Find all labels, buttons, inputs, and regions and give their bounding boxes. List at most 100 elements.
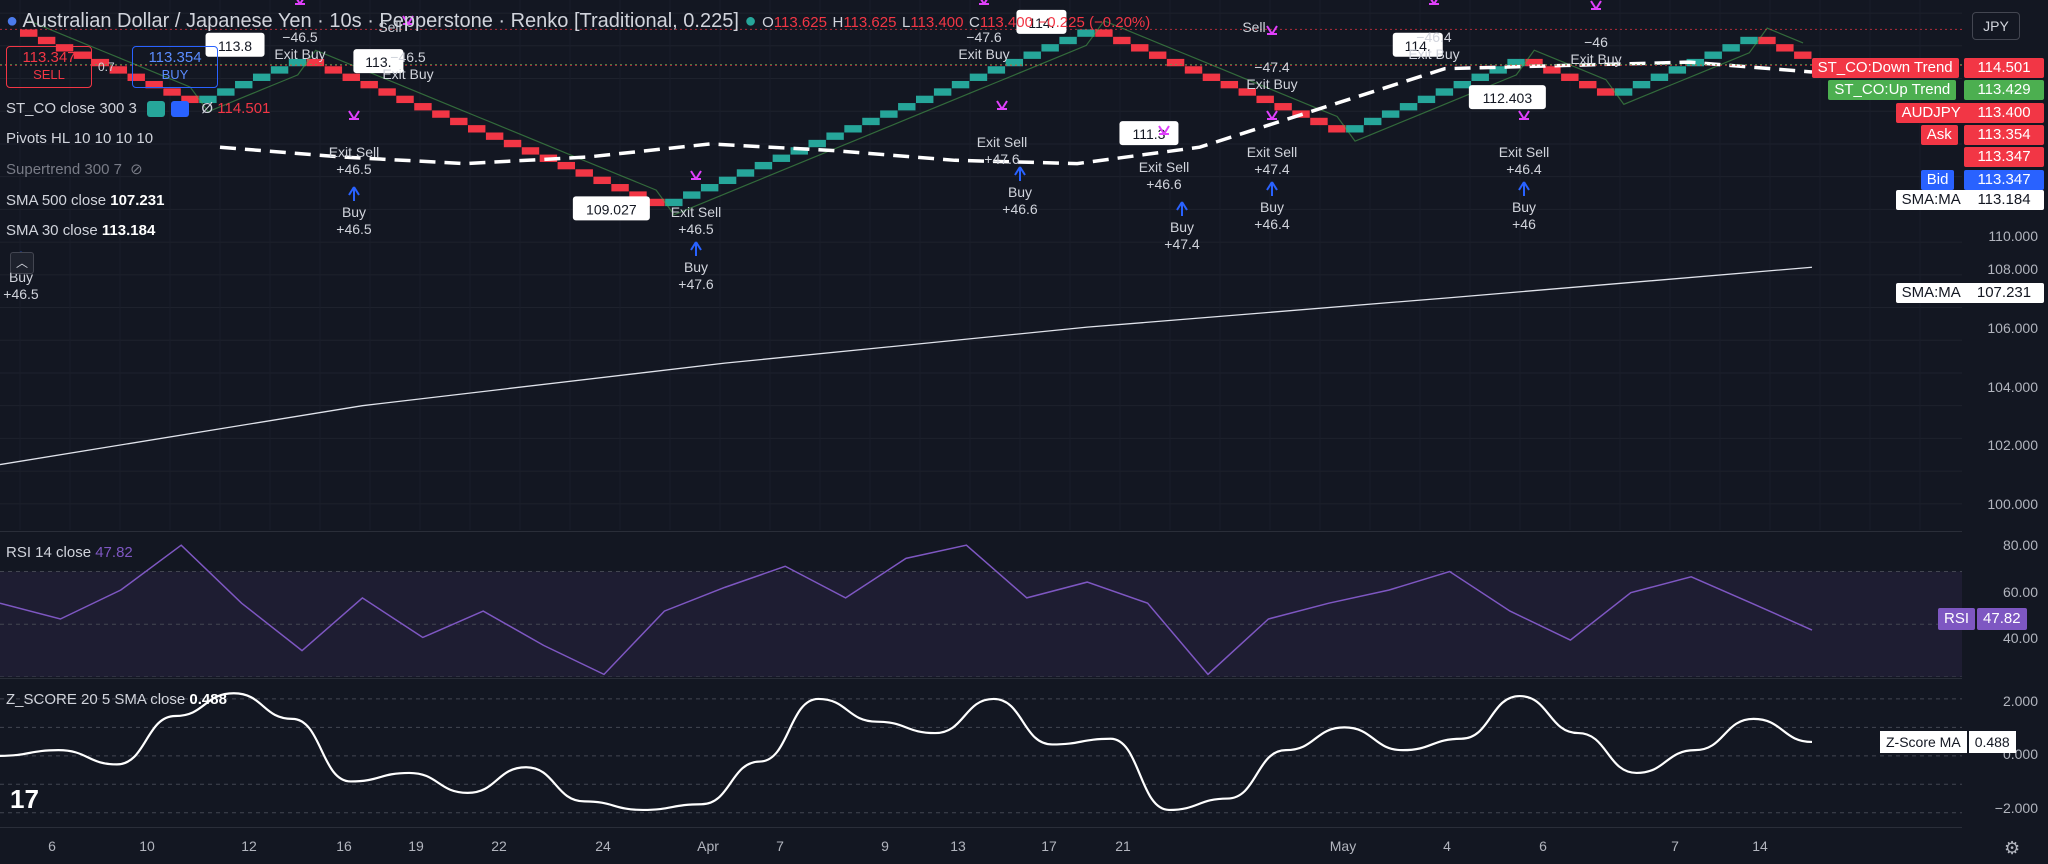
x-tick: 16 [336, 838, 352, 854]
y-tick: 60.00 [2002, 584, 2038, 600]
zscore-price-tag: Z-Score MA 0.488 [1880, 731, 2016, 753]
renko-brick [324, 66, 343, 74]
hidden-eye-icon[interactable]: ⊘ [130, 161, 143, 178]
pivot-label-box [205, 32, 265, 57]
ohlc-low-label: L [901, 14, 911, 31]
price-tag-name: SMA:MA [1895, 283, 1967, 303]
signal-label: +47.4 [1164, 236, 1200, 252]
collapse-legend-button[interactable]: ︿ [10, 252, 34, 274]
signal-label: Exit Sell [1499, 144, 1550, 160]
renko-brick [1328, 125, 1346, 133]
rsi-pane[interactable] [0, 532, 1962, 677]
renko-brick [235, 80, 253, 89]
legend-sma500-title: SMA 500 close [6, 192, 107, 209]
legend-rsi-title: RSI 14 close [6, 544, 92, 561]
legend-supertrend[interactable]: Supertrend 300 7 ⊘ [6, 160, 143, 178]
gear-icon[interactable]: ⚙ [2004, 838, 2021, 858]
y-tick: 108.000 [1987, 261, 2038, 277]
signal-label: +46.5 [336, 221, 372, 237]
renko-brick [790, 147, 808, 155]
x-tick: 14 [1752, 838, 1768, 854]
signal-label: Exit Sell [1247, 144, 1298, 160]
renko-brick [1399, 103, 1418, 111]
renko-brick [1489, 66, 1507, 74]
renko-brick [880, 110, 898, 118]
renko-brick [844, 125, 862, 133]
pane-separator[interactable] [0, 531, 2048, 532]
price-tag-name: Ask [1920, 125, 1958, 145]
ohlc-close-label: C [969, 14, 980, 31]
legend-zscore[interactable]: Z_SCORE 20 5 SMA close 0.488 [6, 691, 227, 708]
renko-brick [485, 132, 504, 140]
renko-brick [1184, 66, 1203, 74]
renko-brick [181, 95, 199, 104]
tradingview-logo[interactable]: 17 [10, 784, 39, 814]
signal-label: Buy [1008, 184, 1032, 200]
renko-brick [450, 117, 468, 126]
pivot-label-box [1016, 9, 1067, 34]
renko-brick [503, 139, 522, 148]
signal-label: Buy [1170, 219, 1194, 235]
legend-st-co[interactable]: ST_CO close 300 3 Ø 114.501 [6, 100, 271, 118]
signal-label: +46.6 [1002, 201, 1038, 217]
signal-label: +46 [1512, 216, 1536, 232]
renko-brick [1776, 44, 1794, 52]
sell-button[interactable]: 113.347 SELL [6, 46, 92, 88]
legend-rsi[interactable]: RSI 14 close 47.82 [6, 544, 133, 561]
exit-marker-icon [1266, 25, 1278, 35]
y-tick: −2.000 [1994, 800, 2038, 816]
renko-brick [1758, 36, 1776, 45]
price-tag-name: SMA:MA [1895, 190, 1967, 210]
rsi-line [0, 544, 1813, 676]
renko-brick [1238, 88, 1256, 96]
renko-brick [1346, 125, 1364, 133]
buy-button[interactable]: 113.354 BUY [132, 46, 218, 88]
renko-brick [1381, 110, 1400, 118]
legend-sma500[interactable]: SMA 500 close 107.231 [6, 192, 164, 209]
ohlc-close: 113.400 [979, 14, 1033, 31]
time-axis-separator [0, 827, 2048, 828]
signal-label: Exit Buy [1570, 51, 1621, 67]
signal-label: +46.4 [1506, 161, 1542, 177]
signal-label: +46.5 [336, 161, 372, 177]
x-tick: 19 [408, 838, 424, 854]
renko-brick [1453, 80, 1472, 89]
renko-brick [987, 66, 1006, 74]
renko-brick [360, 80, 378, 89]
zscore-pane[interactable] [0, 679, 1962, 827]
signal-label: Exit Buy [1408, 46, 1459, 62]
sell-price: 113.347 [22, 49, 76, 66]
exit-marker-icon [979, 0, 989, 5]
legend-supertrend-title: Supertrend 300 7 [6, 161, 122, 178]
pivot-label: 113. [365, 54, 391, 70]
legend-pivots[interactable]: Pivots HL 10 10 10 10 [6, 130, 154, 147]
x-tick: 7 [776, 838, 784, 854]
exit-marker-icon [1429, 0, 1439, 5]
renko-brick [1561, 73, 1579, 81]
renko-brick [898, 103, 916, 111]
currency-selector[interactable]: JPY [1972, 12, 2020, 40]
arrow-up-icon [690, 241, 702, 256]
signal-label: −46 [1584, 34, 1608, 50]
eye-icon[interactable] [147, 101, 166, 118]
sma-500-line [0, 266, 1813, 466]
renko-brick [1722, 44, 1740, 52]
symbol-header[interactable]: ● Australian Dollar / Japanese Yen · 10s… [6, 10, 1150, 33]
legend-st-co-value: 114.501 [217, 100, 271, 117]
signal-label: Exit Sell [1139, 159, 1190, 175]
x-tick: Apr [697, 838, 719, 854]
pivot-label-box [353, 49, 404, 74]
pane-separator[interactable] [0, 678, 2048, 679]
ohlc-low: 113.400 [910, 14, 964, 31]
renko-brick [1417, 95, 1436, 104]
signal-label: −46.5 [390, 49, 426, 65]
renko-brick [700, 184, 719, 192]
renko-brick [629, 191, 647, 199]
pivot-label: 109.027 [586, 201, 637, 217]
signal-label: +46.5 [3, 286, 39, 302]
main-price-pane[interactable]: 113.8113.109.027114.111.3114.112.403Buy+… [0, 0, 1962, 530]
legend-sma[interactable]: SMA 30 close 113.184 [6, 222, 155, 239]
exit-marker-icon [1590, 0, 1602, 10]
settings-icon[interactable] [171, 101, 190, 118]
